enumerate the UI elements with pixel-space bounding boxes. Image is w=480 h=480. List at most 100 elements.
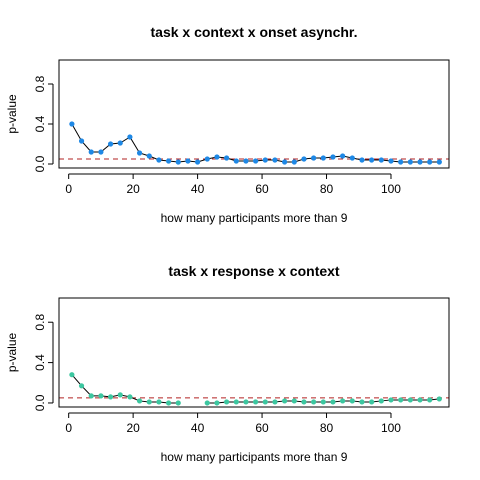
x-tick-label: 80	[320, 421, 334, 435]
data-point	[69, 121, 75, 127]
data-point	[330, 154, 336, 160]
x-tick-label: 40	[191, 182, 205, 196]
y-tick-label: 0.4	[33, 115, 47, 132]
data-point	[282, 159, 288, 165]
data-point	[78, 383, 85, 389]
data-point	[136, 398, 143, 404]
x-tick-label: 60	[255, 182, 269, 196]
data-point	[175, 400, 181, 406]
data-point	[369, 399, 375, 405]
x-tick-label: 60	[255, 421, 269, 435]
data-point	[349, 155, 355, 161]
data-point	[243, 399, 249, 405]
plot-frame	[58, 59, 450, 169]
data-point	[388, 158, 394, 164]
data-point	[340, 153, 346, 159]
data-point	[330, 399, 336, 405]
data-point	[98, 393, 104, 399]
y-tick-label: 0.0	[33, 155, 47, 172]
y-tick-label: 0.8	[33, 314, 47, 331]
data-point	[214, 154, 220, 160]
data-point	[378, 398, 384, 404]
data-point	[69, 372, 75, 378]
data-point	[117, 140, 123, 146]
x-tick-label: 0	[65, 182, 72, 196]
data-point	[291, 159, 297, 165]
data-point	[107, 141, 114, 147]
data-point	[320, 399, 326, 405]
data-point	[243, 158, 249, 164]
y-tick-label: 0.8	[33, 75, 47, 92]
x-axis-label: how many participants more than 9	[161, 450, 348, 464]
data-point	[262, 157, 268, 163]
data-point	[359, 157, 365, 163]
data-point	[378, 157, 384, 163]
data-point	[301, 399, 307, 405]
x-tick-label: 100	[381, 421, 401, 435]
chart-title: task x context x onset asynchr.	[151, 24, 358, 40]
data-point	[349, 398, 355, 404]
y-axis-label: p-value	[5, 332, 19, 372]
x-axis-label: how many participants more than 9	[161, 211, 348, 225]
y-tick-label: 0.4	[33, 354, 47, 371]
data-point	[291, 398, 297, 404]
data-point	[436, 159, 442, 165]
data-point	[194, 159, 201, 165]
data-point	[136, 150, 143, 156]
data-point	[407, 159, 413, 165]
data-point	[175, 159, 181, 165]
data-point	[417, 159, 423, 165]
data-point	[107, 394, 114, 400]
data-point	[185, 158, 191, 164]
data-point	[282, 398, 288, 404]
data-point	[204, 156, 210, 162]
x-tick-label: 80	[320, 182, 334, 196]
data-point	[417, 397, 423, 403]
data-point	[340, 398, 346, 404]
data-point	[165, 400, 172, 406]
series-line	[71, 123, 440, 163]
data-point	[78, 138, 85, 144]
data-point	[98, 149, 104, 155]
data-point	[311, 399, 317, 405]
data-point	[88, 393, 94, 399]
x-tick-label: 40	[191, 421, 205, 435]
data-point	[320, 155, 326, 161]
chart-title: task x response x context	[168, 263, 340, 279]
data-point	[253, 158, 259, 164]
data-point	[427, 159, 433, 165]
data-point	[224, 155, 230, 161]
data-point	[272, 399, 278, 405]
plot-frame	[58, 297, 450, 408]
data-point	[127, 394, 133, 400]
data-point	[301, 156, 307, 162]
data-point	[398, 159, 404, 165]
data-point	[311, 155, 317, 161]
data-point	[262, 399, 268, 405]
data-point	[253, 399, 259, 405]
panel-bottom: task x response x context 0 20 40 60 80 100 0.0…	[5, 263, 450, 464]
data-point	[165, 158, 172, 164]
data-point	[146, 153, 152, 159]
data-point	[156, 399, 162, 405]
series-line	[71, 374, 179, 404]
x-tick-label: 20	[126, 182, 140, 196]
data-point	[388, 397, 394, 403]
data-point	[436, 396, 442, 402]
y-axis-label: p-value	[5, 94, 19, 134]
x-tick-label: 0	[65, 421, 72, 435]
panel-top: task x context x onset asynchr. 0 20 40 60 80…	[5, 24, 450, 225]
data-point	[146, 399, 152, 405]
data-point	[127, 134, 133, 140]
data-point	[117, 392, 123, 398]
data-point	[407, 397, 413, 403]
x-tick-label: 100	[381, 182, 401, 196]
data-point	[204, 400, 210, 406]
data-point	[233, 158, 239, 164]
data-point	[359, 399, 365, 405]
data-point	[88, 149, 94, 155]
data-point	[156, 157, 162, 163]
y-tick-label: 0.0	[33, 394, 47, 411]
data-point	[398, 397, 404, 403]
